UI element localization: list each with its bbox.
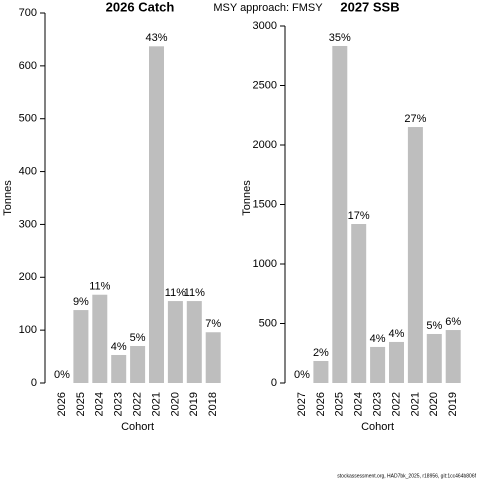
bar-label: 0% [54, 369, 70, 381]
y-tick-label: 500 [259, 317, 277, 329]
bar [370, 346, 386, 383]
y-tick-label: 300 [19, 218, 37, 230]
y-tick-label: 1000 [253, 258, 277, 270]
x-axis-label: Cohort [361, 421, 394, 433]
bar-label: 35% [329, 32, 351, 44]
bar-label: 6% [445, 316, 461, 328]
y-tick-label: 200 [19, 271, 37, 283]
y-tick-label: 600 [19, 60, 37, 72]
chart-title: 2027 SSB [340, 0, 399, 14]
bar-label: 9% [73, 296, 89, 308]
bar [130, 346, 146, 383]
bar-label: 11% [165, 287, 186, 299]
bar [186, 301, 202, 383]
x-tick-label: 2018 [207, 392, 219, 416]
super-title: MSY approach: FMSY [213, 2, 323, 14]
bar [149, 46, 164, 384]
bar-label: 4% [111, 341, 127, 353]
bar-label: 27% [404, 113, 426, 125]
bar [205, 332, 221, 383]
bar-label: 11% [89, 281, 110, 293]
bar [407, 127, 423, 383]
bar [313, 360, 329, 383]
x-tick-label: 2027 [296, 392, 308, 416]
x-tick-label: 2020 [428, 392, 440, 416]
y-tick-label: 400 [19, 165, 37, 177]
x-axis-label: Cohort [121, 421, 154, 433]
x-tick-label: 2021 [409, 392, 421, 416]
x-tick-label: 2023 [372, 392, 384, 416]
y-tick-label: 500 [19, 113, 37, 125]
y-tick-label: 2000 [253, 139, 277, 151]
bar-label: 4% [370, 333, 386, 345]
y-tick-label: 100 [19, 324, 37, 336]
x-tick-label: 2026 [56, 392, 68, 416]
x-tick-label: 2019 [188, 392, 200, 416]
x-tick-label: 2024 [353, 392, 365, 416]
bar-label: 5% [130, 332, 146, 344]
x-tick-label: 2022 [390, 392, 402, 416]
bar [73, 310, 89, 383]
x-tick-label: 2019 [447, 392, 459, 416]
bar-label: 5% [426, 320, 442, 332]
bar [332, 45, 348, 383]
x-tick-label: 2022 [132, 392, 144, 416]
y-axis-label: Tonnes [2, 180, 14, 216]
x-tick-label: 2025 [75, 392, 87, 416]
bar [351, 224, 367, 383]
x-tick-label: 2024 [94, 392, 106, 416]
bar [426, 333, 442, 383]
bar [111, 354, 127, 383]
y-tick-label: 0 [271, 377, 277, 389]
y-axis-label: Tonnes [241, 180, 253, 216]
bar-label: 7% [205, 318, 221, 330]
y-tick-label: 3000 [253, 20, 277, 32]
y-tick-label: 0 [31, 377, 37, 389]
x-tick-label: 2026 [315, 392, 327, 416]
y-tick-label: 1500 [253, 198, 277, 210]
x-tick-label: 2025 [334, 392, 346, 416]
bar-label: 4% [389, 328, 405, 340]
x-tick-label: 2020 [169, 392, 181, 416]
chart-title: 2026 Catch [106, 0, 175, 14]
bar [389, 341, 404, 383]
bar-label: 2% [313, 347, 329, 359]
y-tick-label: 2500 [253, 79, 277, 91]
x-tick-label: 2021 [150, 392, 162, 416]
bar-label: 0% [294, 369, 310, 381]
bar [167, 301, 183, 383]
y-tick-label: 700 [19, 7, 37, 19]
bar-label: 43% [145, 32, 167, 44]
bar-label: 17% [348, 210, 370, 222]
footer: stockassessment.org, HAD7bk_2025, r18956… [337, 473, 476, 479]
x-tick-label: 2023 [113, 392, 125, 416]
bar [445, 330, 461, 383]
bar [92, 294, 108, 383]
bar-label: 11% [184, 287, 205, 299]
